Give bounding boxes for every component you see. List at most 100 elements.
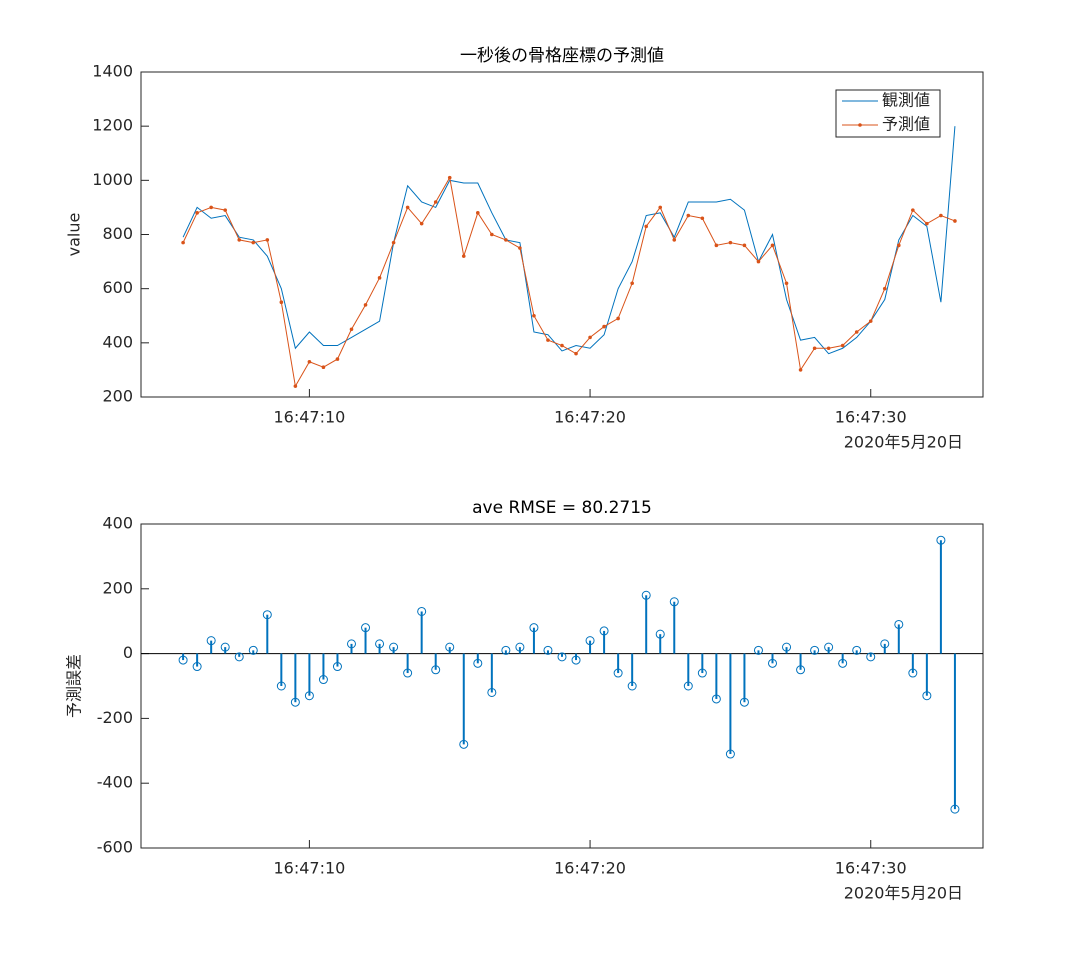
y-tick-label: 600 (102, 278, 133, 297)
stem-marker (234, 652, 244, 662)
stem-marker (613, 668, 623, 678)
stem-marker (487, 687, 497, 697)
stem-marker (571, 655, 581, 665)
stem-marker (866, 652, 876, 662)
stem-marker (543, 645, 553, 655)
point (672, 238, 677, 242)
point (574, 351, 578, 356)
legend-label: 予測値 (882, 115, 930, 134)
point (700, 216, 705, 221)
point (798, 368, 803, 372)
stem-marker (880, 639, 890, 649)
stem-marker (192, 662, 202, 672)
stem-marker (459, 739, 469, 749)
point (490, 232, 494, 237)
x-date-label: 2020年5月20日 (844, 433, 963, 452)
point (868, 319, 873, 323)
stem-marker (641, 590, 651, 600)
stem-marker (599, 626, 609, 636)
stem-marker (810, 645, 820, 655)
point (714, 243, 719, 248)
plot-area (140, 71, 984, 398)
point (644, 224, 648, 229)
point (335, 357, 340, 361)
point (476, 211, 480, 215)
stem-marker (473, 658, 483, 668)
point (854, 330, 859, 334)
point (461, 254, 466, 258)
y-axis-label: value (65, 213, 84, 257)
point (882, 286, 887, 291)
chart-title: 一秒後の骨格座標の予測値 (460, 46, 664, 66)
stem-marker (753, 645, 763, 655)
stem-marker (908, 668, 918, 678)
point (532, 313, 536, 318)
stem-marker (824, 642, 834, 652)
y-tick-label: -200 (97, 708, 133, 727)
point (588, 335, 592, 340)
y-axis-label: 予測誤差 (65, 654, 84, 718)
point (265, 238, 270, 242)
y-tick-label: 200 (102, 578, 133, 597)
stem-marker (711, 694, 721, 704)
series-line (182, 126, 956, 355)
point (419, 221, 424, 226)
x-tick-label: 16:47:30 (835, 859, 907, 878)
stem-marker (739, 697, 749, 707)
point (826, 346, 831, 351)
point (742, 243, 747, 248)
stem-marker (206, 636, 216, 646)
point (658, 205, 663, 210)
y-tick-label: 800 (102, 224, 133, 243)
point (377, 276, 382, 280)
y-tick-label: -600 (97, 838, 133, 857)
stem-marker (501, 645, 511, 655)
point (279, 300, 284, 305)
stem-marker (950, 804, 960, 814)
y-tick-label: 400 (102, 514, 133, 533)
stem-marker (290, 697, 300, 707)
plot-area (140, 523, 984, 849)
point (939, 213, 943, 218)
y-tick-label: 1400 (92, 62, 133, 81)
point (728, 240, 733, 245)
y-tick-label: 400 (102, 332, 133, 351)
y-tick-label: 200 (102, 387, 133, 406)
stem-marker (403, 668, 413, 678)
point (321, 365, 326, 370)
stem-marker (655, 629, 665, 639)
stem-marker (318, 675, 328, 685)
point (546, 338, 550, 342)
stem-marker (304, 691, 314, 701)
stem-marker (445, 642, 455, 652)
point (686, 213, 691, 218)
point (447, 175, 452, 180)
point (911, 208, 915, 212)
point (405, 205, 410, 210)
point (349, 327, 354, 332)
stem-marker (838, 658, 848, 668)
point (363, 303, 368, 307)
point (237, 238, 242, 242)
stem-marker (375, 639, 385, 649)
x-date-label: 2020年5月20日 (844, 884, 963, 903)
point (953, 219, 957, 223)
series-line (182, 176, 956, 388)
legend-label: 観測値 (882, 91, 930, 110)
point (433, 200, 438, 204)
stem-marker (894, 619, 904, 629)
point (223, 208, 227, 212)
point (251, 240, 256, 245)
legend (835, 89, 941, 138)
y-tick-label: 1000 (92, 170, 133, 189)
stem-marker (936, 535, 946, 545)
point (307, 359, 312, 364)
stem-marker (276, 681, 286, 691)
point (560, 343, 564, 348)
stem-marker (389, 642, 399, 652)
stem-marker (557, 652, 567, 662)
stem-marker (431, 665, 441, 675)
stem-marker (417, 606, 427, 616)
stem-marker (683, 681, 693, 691)
stem-marker (627, 681, 637, 691)
